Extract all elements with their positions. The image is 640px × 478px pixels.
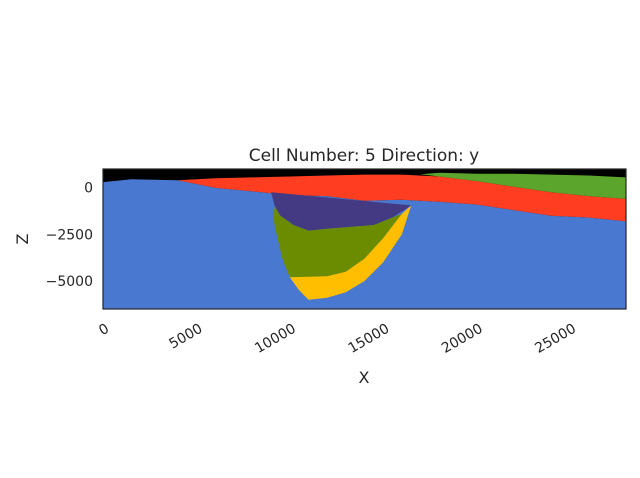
- x-axis-label: X: [359, 368, 370, 387]
- y-tick-labels: 0 −2500 −5000: [46, 181, 93, 290]
- x-tick-labels: 0 5000 10000 15000 20000 25000: [96, 321, 579, 357]
- x-tick-label: 5000: [167, 321, 206, 353]
- unit-red-layer: [177, 174, 626, 222]
- unit-purple-fill: [271, 192, 412, 231]
- x-tick-label: 20000: [439, 321, 486, 357]
- x-tick-label: 0: [96, 321, 112, 339]
- x-tick-label: 25000: [532, 321, 579, 357]
- chart-title: Cell Number: 5 Direction: y: [249, 146, 480, 166]
- y-axis-label: Z: [13, 233, 32, 244]
- y-tick-label: 0: [84, 181, 93, 197]
- geologic-units: [103, 169, 626, 309]
- y-tick-label: −5000: [46, 274, 93, 290]
- plot-frame: [102, 168, 627, 310]
- y-tick-label: −2500: [46, 227, 93, 243]
- unit-olive-fill: [273, 206, 402, 278]
- x-tick-label: 15000: [346, 321, 393, 357]
- x-tick-label: 10000: [252, 321, 299, 357]
- unit-green-layer: [420, 172, 626, 199]
- unit-yellow-fill: [289, 205, 412, 300]
